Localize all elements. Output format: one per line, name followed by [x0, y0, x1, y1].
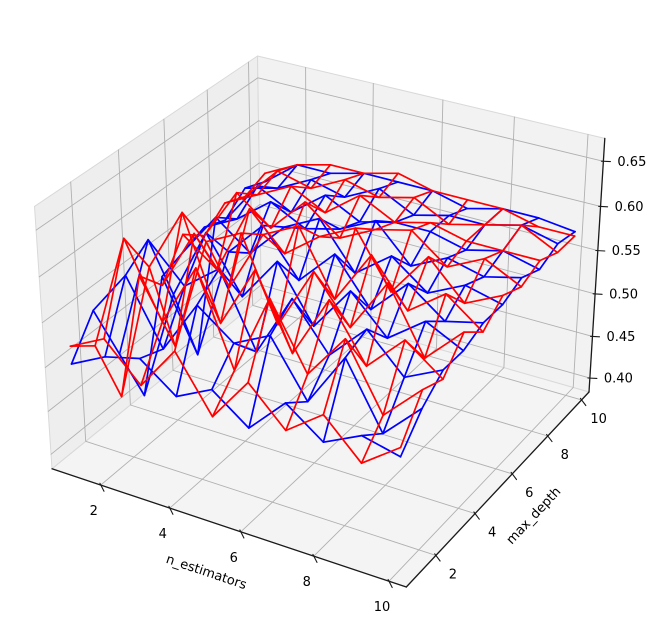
x-tick-label: 4 — [159, 527, 167, 542]
x-tick-label: 6 — [230, 551, 238, 566]
y-tick-label: 10 — [590, 412, 607, 427]
z-tick-label: 0.60 — [615, 200, 644, 215]
z-tick-label: 0.55 — [612, 244, 641, 259]
x-tick-label: 8 — [303, 575, 311, 590]
y-tick-label: 6 — [525, 486, 533, 501]
y-tick-label: 4 — [488, 526, 496, 541]
z-tick-label: 0.50 — [609, 287, 638, 302]
tick-marks — [99, 160, 611, 589]
x-tick-label: 10 — [374, 600, 391, 615]
y-axis-label: max_depth — [504, 484, 565, 547]
y-tick-label: 8 — [561, 448, 569, 463]
x-tick-label: 2 — [90, 504, 98, 519]
z-tick-label: 0.40 — [604, 372, 633, 387]
z-tick-label: 0.65 — [617, 155, 646, 170]
y-tick-label: 2 — [449, 567, 457, 582]
tick-labels: 2 4 6 8 10 2 4 6 8 10 0.40 0.45 0.50 0.55 0.60 0.65 — [90, 155, 647, 615]
axis-spines — [51, 137, 606, 588]
wireframe-red — [69, 163, 576, 465]
z-tick-label: 0.45 — [607, 330, 636, 345]
